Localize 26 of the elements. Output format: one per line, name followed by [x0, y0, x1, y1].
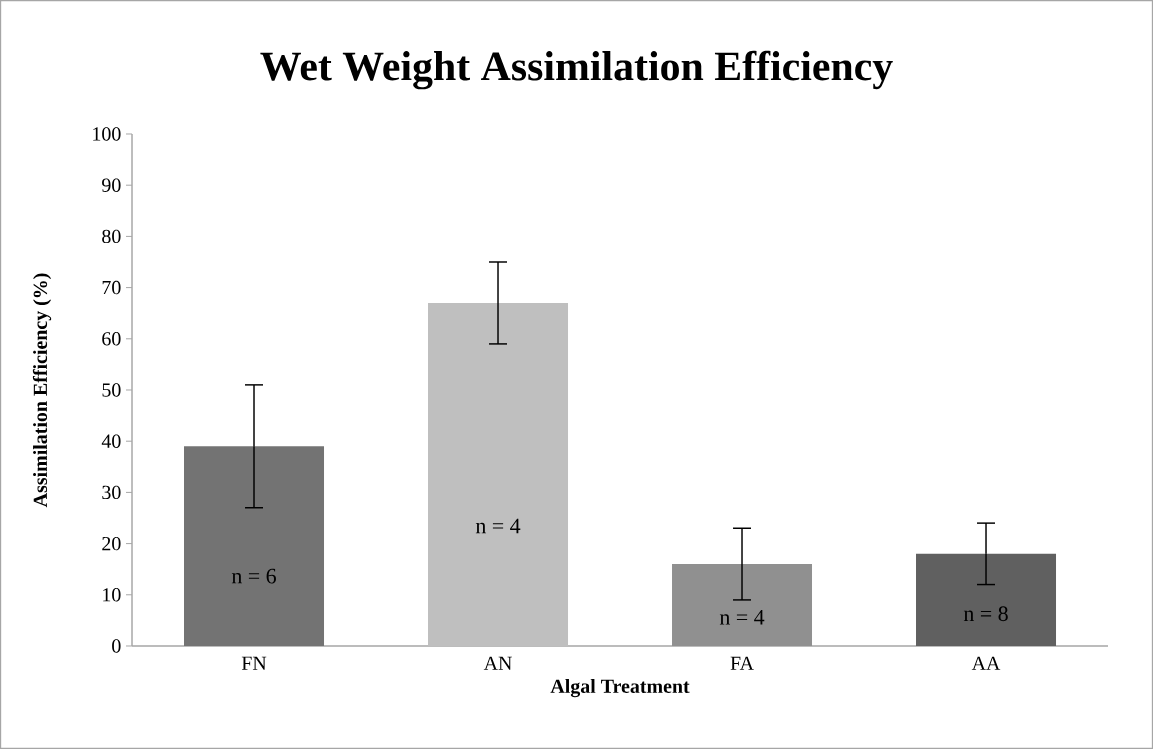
x-tick-label: AN	[483, 656, 512, 670]
y-tick-label: 90	[102, 178, 121, 192]
y-tick-label: 20	[102, 536, 121, 551]
y-axis-title: Assimilation Efficiency (%)	[32, 273, 52, 508]
y-tick-label: 80	[102, 229, 121, 244]
bar	[184, 446, 325, 646]
x-tick-label: FN	[241, 656, 267, 670]
y-tick-label: 100	[93, 127, 121, 141]
x-tick-label: FA	[730, 656, 754, 670]
y-tick-label: 70	[102, 280, 121, 295]
bar	[916, 553, 1057, 646]
annotation: n = 6	[231, 568, 276, 584]
y-tick-label: 60	[102, 332, 121, 346]
annotation: n = 4	[475, 518, 521, 534]
y-tick-label: 30	[102, 485, 121, 500]
annotation: n = 4	[719, 610, 765, 625]
bar	[428, 302, 569, 646]
x-tick-label: AA	[971, 656, 1001, 670]
y-tick-label: 50	[102, 383, 121, 397]
y-tick-label: 0	[112, 639, 121, 653]
bar	[672, 564, 813, 646]
x-axis-title: Algal Treatment	[550, 678, 690, 698]
y-tick-label: 40	[101, 434, 121, 448]
chart-title: Wet Weight Assimilation Efficiency	[260, 50, 893, 90]
annotation: n = 8	[963, 606, 1008, 622]
y-tick-label: 10	[103, 588, 121, 602]
